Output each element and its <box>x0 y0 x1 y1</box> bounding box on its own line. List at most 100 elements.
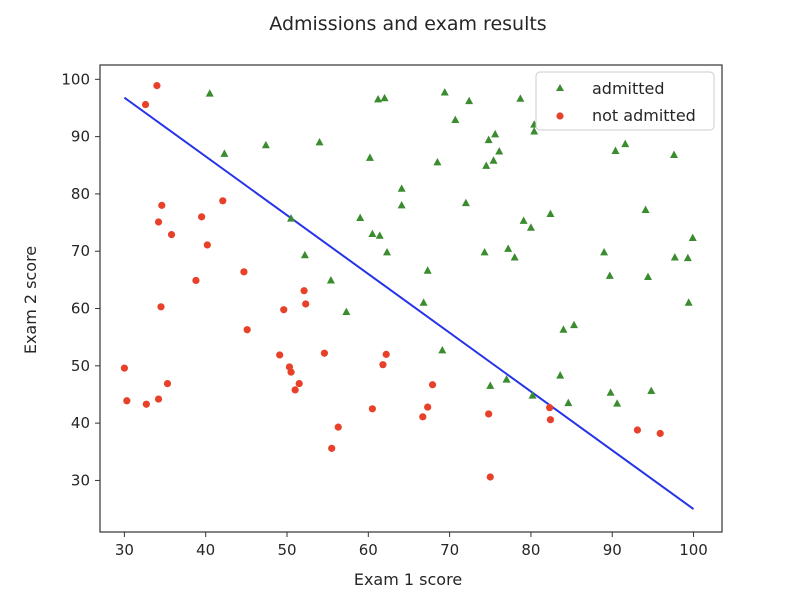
admitted-point <box>205 89 214 97</box>
y-tick-label: 80 <box>71 185 90 203</box>
admitted-point <box>365 153 374 161</box>
decision-boundary <box>123 96 695 510</box>
admitted-point <box>670 253 679 261</box>
admitted-point <box>504 244 513 252</box>
admitted-point <box>300 250 309 259</box>
not-admitted-point <box>656 429 664 438</box>
plot-area-frame <box>99 64 723 533</box>
legend-label-not-admitted: not admitted <box>592 106 696 125</box>
not-admitted-point <box>419 413 427 421</box>
admitted-point <box>683 253 692 262</box>
not-admitted-point <box>167 231 176 239</box>
not-admitted-point <box>203 241 211 249</box>
admitted-point <box>261 140 270 149</box>
admitted-point <box>647 386 656 395</box>
legend-label-admitted: admitted <box>592 79 665 98</box>
not-admitted-point <box>633 426 642 434</box>
not-admitted-point <box>198 213 206 221</box>
admitted-point <box>606 388 615 396</box>
admitted-point <box>621 139 630 148</box>
not-admitted-point <box>287 368 295 376</box>
legend: admitted not admitted <box>535 71 715 131</box>
admitted-point <box>433 158 442 166</box>
admitted-point <box>465 96 474 105</box>
admitted-point <box>519 216 528 224</box>
admitted-point <box>491 129 500 138</box>
admitted-point <box>564 398 573 407</box>
not-admitted-point <box>302 300 310 308</box>
legend-marker-not-admitted <box>556 112 564 120</box>
admitted-point <box>287 214 296 222</box>
admitted-point <box>670 150 679 158</box>
x-tick-label: 100 <box>679 541 708 559</box>
admitted-point <box>423 266 432 274</box>
y-tick-label: 90 <box>71 128 90 146</box>
admitted-point <box>342 307 351 315</box>
not-admitted-point <box>291 386 299 394</box>
admitted-point <box>688 233 697 242</box>
admitted-point <box>600 247 609 256</box>
admitted-point <box>605 271 614 279</box>
not-admitted-point <box>320 349 329 357</box>
admitted-point <box>482 161 491 169</box>
admitted-points <box>205 88 697 407</box>
not-admitted-point <box>485 410 493 418</box>
admitted-point <box>484 135 493 144</box>
legend-box <box>535 71 715 131</box>
not-admitted-point <box>153 82 161 90</box>
admitted-point <box>530 127 539 135</box>
admitted-point <box>326 276 335 284</box>
x-tick-label: 30 <box>115 541 134 559</box>
not-admitted-point <box>240 268 248 276</box>
admitted-point <box>489 156 498 164</box>
y-tick-label: 50 <box>71 357 90 375</box>
not-admitted-point <box>424 403 432 411</box>
admitted-point <box>368 229 377 238</box>
admitted-point <box>451 115 460 124</box>
admitted-point <box>570 320 579 329</box>
admitted-point <box>510 253 519 261</box>
y-tick-label: 40 <box>71 414 90 432</box>
admitted-point <box>380 93 389 102</box>
admitted-point <box>528 391 537 399</box>
not-admitted-point <box>141 100 150 109</box>
x-tick-label: 70 <box>440 541 459 559</box>
admitted-point <box>559 325 568 333</box>
admitted-point <box>611 146 620 154</box>
not-admitted-point <box>300 287 308 295</box>
admitted-point <box>644 272 653 281</box>
admitted-point <box>220 149 229 157</box>
admitted-point <box>356 213 365 221</box>
admitted-point <box>641 205 650 213</box>
not-admitted-point <box>486 473 494 481</box>
not-admitted-point <box>295 379 303 388</box>
admitted-point <box>486 381 495 389</box>
admitted-point <box>516 94 525 102</box>
not-admitted-points <box>120 82 664 481</box>
not-admitted-point <box>428 381 437 389</box>
admitted-point <box>613 399 622 407</box>
admitted-point <box>315 137 324 146</box>
not-admitted-point <box>158 201 166 209</box>
legend-marker-admitted <box>556 84 564 91</box>
admitted-point <box>526 223 535 231</box>
y-tick-label: 70 <box>71 242 90 260</box>
not-admitted-point <box>157 303 165 311</box>
admitted-point <box>502 375 511 383</box>
admitted-point <box>438 345 447 354</box>
x-tick-label: 80 <box>521 541 540 559</box>
admitted-point <box>383 247 392 256</box>
not-admitted-point <box>334 423 342 431</box>
not-admitted-point <box>192 276 200 285</box>
y-axis-ticks: 30 40 50 60 70 80 90 100 <box>61 70 100 489</box>
y-tick-label: 30 <box>71 471 90 489</box>
x-tick-label: 60 <box>359 541 378 559</box>
admitted-point <box>375 231 384 239</box>
not-admitted-point <box>382 350 390 358</box>
x-axis-label: Exam 1 score <box>354 570 462 589</box>
not-admitted-point <box>154 395 163 403</box>
x-tick-label: 50 <box>277 541 296 559</box>
not-admitted-point <box>280 306 288 314</box>
not-admitted-point <box>546 416 555 424</box>
y-tick-label: 100 <box>61 70 90 88</box>
